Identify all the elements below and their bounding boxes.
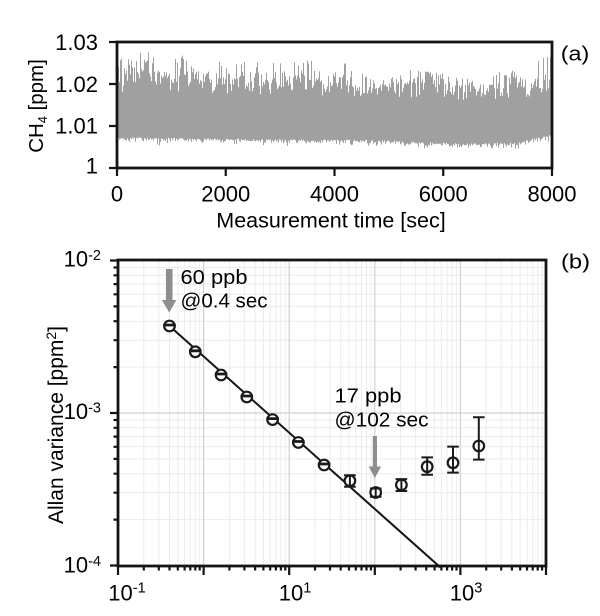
svg-text:10-4: 10-4 xyxy=(64,553,101,578)
svg-text:0: 0 xyxy=(111,182,123,207)
svg-text:4000: 4000 xyxy=(310,182,359,207)
svg-text:1.01: 1.01 xyxy=(55,114,98,139)
svg-text:1: 1 xyxy=(86,154,98,179)
svg-text:1.03: 1.03 xyxy=(55,30,98,55)
svg-text:(b): (b) xyxy=(561,252,590,274)
svg-text:17 ppb: 17 ppb xyxy=(335,386,402,408)
svg-text:60 ppb: 60 ppb xyxy=(181,267,248,289)
svg-text:10-1: 10-1 xyxy=(108,581,145,606)
svg-text:6000: 6000 xyxy=(419,182,468,207)
svg-text:CH4 [ppm]: CH4 [ppm] xyxy=(25,59,50,153)
svg-text:2000: 2000 xyxy=(201,182,250,207)
svg-text:(a): (a) xyxy=(561,44,590,66)
svg-text:8000: 8000 xyxy=(528,182,577,207)
svg-text:@0.4 sec: @0.4 sec xyxy=(181,291,268,313)
svg-text:10-3: 10-3 xyxy=(64,399,101,424)
svg-text:1.02: 1.02 xyxy=(55,72,98,97)
svg-text:Measurement time [sec]: Measurement time [sec] xyxy=(216,209,445,233)
svg-text:10-2: 10-2 xyxy=(64,247,101,272)
svg-text:@102 sec: @102 sec xyxy=(335,409,429,431)
svg-text:Allan variance [ppm2]: Allan variance [ppm2] xyxy=(43,326,68,524)
